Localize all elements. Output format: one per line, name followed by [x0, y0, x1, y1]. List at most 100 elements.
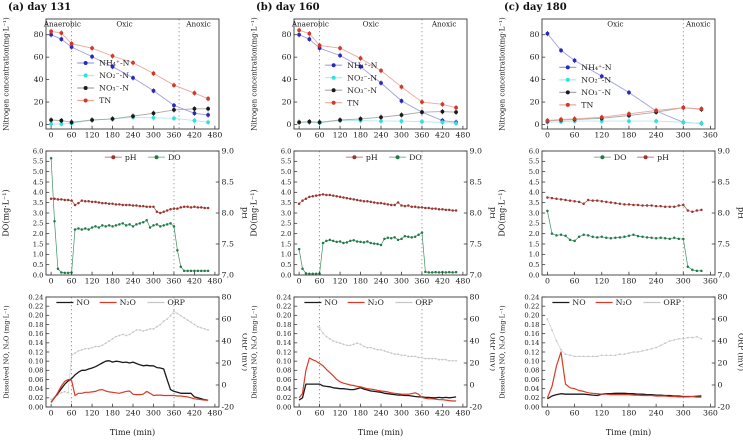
svg-text:240: 240	[374, 131, 389, 140]
svg-text:2.0: 2.0	[529, 230, 540, 238]
svg-text:2.0: 2.0	[281, 230, 292, 238]
svg-text:Time (min): Time (min)	[606, 427, 651, 437]
panel-a-no-n2o-orp-chart: 0 60 120 180 240 300 360 420 480 0.00 0.02 0.04 0.06…	[0, 292, 248, 440]
svg-text:0.00: 0.00	[524, 403, 539, 411]
svg-text:0: 0	[470, 380, 475, 389]
c-no-n2o-orp-svg: 0 60 120 180 240 300 3600.000.020.040.060.080.…	[499, 292, 743, 437]
svg-text:6.0: 6.0	[529, 147, 540, 155]
svg-text:480: 480	[455, 277, 470, 286]
svg-text:180: 180	[105, 409, 120, 418]
svg-text:80: 80	[470, 292, 480, 301]
svg-text:40: 40	[34, 75, 44, 84]
panel-c-title-text: (c) day 180	[504, 2, 567, 13]
svg-text:Time (min): Time (min)	[110, 427, 155, 437]
svg-text:360: 360	[703, 131, 718, 140]
svg-text:0.02: 0.02	[276, 394, 291, 402]
svg-text:NO₂⁻-N: NO₂⁻-N	[99, 71, 129, 80]
svg-text:4.5: 4.5	[281, 178, 292, 186]
svg-text:NO: NO	[76, 298, 89, 307]
c-do-ph-svg: 0 60 120 180 240 300 360 0.0 0.5 1.0 1.5 2.0 2.5 3.0 3…	[498, 146, 743, 286]
svg-text:80: 80	[282, 30, 292, 39]
svg-text:480: 480	[207, 277, 222, 286]
svg-text:120: 120	[333, 409, 348, 418]
svg-text:pH: pH	[241, 207, 248, 219]
svg-text:0.0: 0.0	[281, 271, 292, 279]
svg-text:3.5: 3.5	[33, 199, 44, 207]
svg-text:4.5: 4.5	[529, 178, 540, 186]
svg-text:pH: pH	[125, 153, 137, 162]
svg-text:0: 0	[49, 409, 54, 418]
svg-text:0.00: 0.00	[28, 403, 43, 411]
svg-text:0.08: 0.08	[28, 367, 43, 375]
svg-text:0.02: 0.02	[524, 394, 539, 402]
svg-text:180: 180	[353, 277, 368, 286]
svg-text:180: 180	[622, 277, 637, 286]
svg-text:180: 180	[105, 131, 120, 140]
svg-text:0.20: 0.20	[276, 312, 291, 320]
svg-text:8.5: 8.5	[718, 177, 730, 186]
svg-text:N₂O: N₂O	[120, 298, 136, 307]
svg-text:0.20: 0.20	[524, 312, 539, 320]
svg-text:0.16: 0.16	[276, 330, 291, 338]
svg-text:0.06: 0.06	[28, 376, 43, 384]
svg-text:240: 240	[374, 277, 389, 286]
svg-text:8.0: 8.0	[470, 208, 482, 217]
svg-text:Oxic: Oxic	[116, 20, 132, 29]
svg-text:0.18: 0.18	[524, 321, 539, 329]
svg-text:0.22: 0.22	[524, 303, 539, 311]
svg-text:60: 60	[570, 409, 580, 418]
svg-text:NO₂⁻-N: NO₂⁻-N	[347, 73, 377, 82]
svg-text:60: 60	[530, 53, 540, 62]
svg-text:ORP: ORP	[663, 298, 681, 307]
svg-text:360: 360	[415, 277, 430, 286]
svg-text:0.20: 0.20	[28, 312, 43, 320]
svg-text:N₂O: N₂O	[616, 298, 632, 307]
svg-text:60: 60	[570, 131, 580, 140]
svg-text:pH: pH	[737, 207, 743, 219]
panel-b-nitrogen-chart: 0 60 120 180 240 300 360 420 480 0 20 40 60 80 Nitroge…	[248, 14, 496, 146]
svg-text:240: 240	[126, 409, 141, 418]
svg-text:3.5: 3.5	[281, 199, 292, 207]
svg-text:80: 80	[222, 292, 232, 301]
svg-text:ORP (mV): ORP (mV)	[241, 333, 248, 371]
svg-text:40: 40	[718, 336, 728, 345]
svg-text:0: 0	[287, 120, 292, 129]
svg-text:5.5: 5.5	[33, 158, 44, 166]
svg-text:60: 60	[470, 314, 480, 323]
svg-text:DO: DO	[409, 153, 422, 162]
svg-text:300: 300	[676, 409, 691, 418]
svg-text:NH₄⁺-N: NH₄⁺-N	[581, 63, 611, 72]
svg-text:0.5: 0.5	[529, 261, 540, 269]
svg-text:0.02: 0.02	[28, 394, 43, 402]
a-do-ph-svg: 0 60 120 180 240 300 360 420 480 0.0 0.5 1.0 1.5 2.0 2…	[2, 146, 248, 286]
svg-text:40: 40	[282, 75, 292, 84]
svg-text:-20: -20	[222, 402, 235, 411]
svg-text:360: 360	[167, 277, 182, 286]
svg-text:0.08: 0.08	[276, 367, 291, 375]
svg-text:40: 40	[222, 336, 232, 345]
svg-text:60: 60	[315, 277, 325, 286]
panel-a-do-ph-chart: 0 60 120 180 240 300 360 420 480 0.0 0.5 1.0 1.5 2.0 2…	[0, 146, 248, 292]
svg-text:NO: NO	[572, 298, 585, 307]
svg-text:0.0: 0.0	[33, 271, 44, 279]
svg-text:480: 480	[207, 409, 222, 418]
svg-text:NO₃⁻-N: NO₃⁻-N	[99, 84, 129, 93]
b-nitrogen-svg: 0 60 120 180 240 300 360 420 480 0 20 40 60 80 Nitroge…	[251, 17, 471, 140]
svg-text:0.5: 0.5	[281, 261, 292, 269]
svg-text:Dissolved NO, N₂O (mg·L⁻¹): Dissolved NO, N₂O (mg·L⁻¹)	[251, 305, 259, 399]
svg-text:420: 420	[187, 277, 202, 286]
svg-text:8.0: 8.0	[222, 208, 234, 217]
svg-text:120: 120	[594, 409, 609, 418]
svg-text:240: 240	[649, 131, 664, 140]
svg-text:0.0: 0.0	[529, 271, 540, 279]
svg-text:NH₄⁺-N: NH₄⁺-N	[99, 59, 129, 68]
svg-text:DO(mg·L⁻¹): DO(mg·L⁻¹)	[2, 189, 11, 236]
svg-text:0.12: 0.12	[276, 348, 291, 356]
svg-text:80: 80	[718, 292, 728, 301]
svg-text:60: 60	[67, 131, 77, 140]
svg-text:0.5: 0.5	[33, 261, 44, 269]
svg-text:0.00: 0.00	[276, 403, 291, 411]
svg-text:Dissolved NO, N₂O (mg·L⁻¹): Dissolved NO, N₂O (mg·L⁻¹)	[3, 305, 11, 399]
svg-text:8.5: 8.5	[222, 177, 234, 186]
